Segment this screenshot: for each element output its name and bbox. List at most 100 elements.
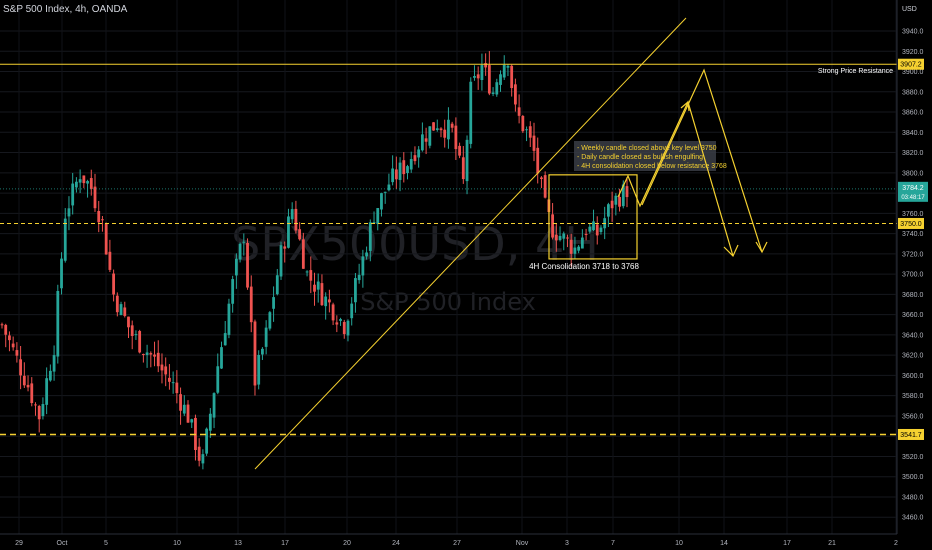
time-tick-label: 13 xyxy=(234,540,242,547)
candle-body xyxy=(595,224,599,236)
candle-body xyxy=(327,299,331,303)
price-tick-label: 3700.0 xyxy=(902,272,924,279)
candle-body xyxy=(339,319,342,321)
candle-body xyxy=(134,334,138,336)
svg-text:3750.0: 3750.0 xyxy=(900,221,922,228)
candle-body xyxy=(112,273,116,295)
time-tick-label: 3 xyxy=(565,540,569,547)
price-tick-label: 3640.0 xyxy=(902,332,924,339)
candle-body xyxy=(86,181,89,184)
candle-body xyxy=(350,303,354,319)
price-tag-key-level: 3750.0 xyxy=(898,217,924,229)
projection-arrow-1-up xyxy=(680,100,690,112)
candle-body xyxy=(298,229,302,240)
candle-body xyxy=(391,168,395,183)
candle-body xyxy=(37,405,41,420)
candle-body xyxy=(398,162,402,180)
candle-body xyxy=(208,413,212,431)
candle-body xyxy=(108,251,112,270)
candle-body xyxy=(301,239,305,269)
note-box[interactable] xyxy=(574,141,716,171)
time-tick-label: 14 xyxy=(720,540,728,547)
candle-body xyxy=(625,186,629,198)
candle-body xyxy=(562,233,566,239)
price-tick-label: 3500.0 xyxy=(902,474,924,481)
price-tick-label: 3680.0 xyxy=(902,292,924,299)
candle-body xyxy=(621,184,625,207)
time-axis-ticks[interactable]: 29 Oct 5 10 13 17 20 24 27 Nov 3 7 10 14 17 21 2 xyxy=(15,540,898,547)
candle-body xyxy=(182,404,186,414)
candle-body xyxy=(346,320,350,336)
candle-body xyxy=(0,324,4,326)
candle-body xyxy=(141,354,145,356)
candle-body xyxy=(52,355,56,372)
consolidation-box[interactable] xyxy=(548,174,638,260)
candle-body xyxy=(354,278,357,303)
trend-line[interactable] xyxy=(254,17,687,470)
note-line-2: - Daily candle closed as bullish engulfi… xyxy=(577,154,703,161)
chart-title: S&P 500 Index, 4h, OANDA xyxy=(3,4,128,15)
candle-body xyxy=(164,366,168,375)
candle-body xyxy=(521,115,525,132)
candle-body xyxy=(532,135,536,151)
candle-body xyxy=(439,128,443,131)
time-tick-label: 5 xyxy=(104,540,108,547)
candle-body xyxy=(357,274,361,281)
candle-body xyxy=(145,352,149,356)
candle-body xyxy=(253,321,257,386)
price-tick-label: 3580.0 xyxy=(902,393,924,400)
candle-body xyxy=(580,237,584,249)
candle-body xyxy=(63,218,67,261)
candle-body xyxy=(104,223,108,255)
candle-body xyxy=(275,275,279,295)
candle-body xyxy=(368,222,372,251)
projection-path-1[interactable] xyxy=(617,100,734,257)
candle-body xyxy=(335,322,339,325)
price-tick-label: 3900.0 xyxy=(902,69,924,76)
candle-body xyxy=(22,375,26,386)
candle-body xyxy=(406,166,409,174)
candle-body xyxy=(584,233,588,235)
price-axis[interactable] xyxy=(897,0,932,550)
candle-body xyxy=(223,333,227,346)
candle-body xyxy=(97,210,101,223)
price-tick-label: 3720.0 xyxy=(902,251,924,258)
candle-body xyxy=(242,241,246,243)
candle-body xyxy=(279,245,283,277)
price-tick-label: 3620.0 xyxy=(902,353,924,360)
candle-body xyxy=(469,81,473,144)
candle-body xyxy=(320,283,324,306)
candle-body xyxy=(380,193,383,210)
consolidation-label: 4H Consolidation 3718 to 3768 xyxy=(529,262,639,271)
candle-body xyxy=(67,208,71,217)
candle-body xyxy=(387,184,391,191)
candle-body xyxy=(30,383,34,404)
candle-body xyxy=(510,65,514,89)
candle-body xyxy=(19,359,23,376)
candle-body xyxy=(123,307,127,316)
projection-path-2[interactable] xyxy=(641,68,763,253)
candle-body xyxy=(420,134,424,151)
candle-body xyxy=(305,271,309,273)
price-tick-label: 3920.0 xyxy=(902,49,924,56)
candle-body xyxy=(394,169,398,180)
candle-body xyxy=(487,65,491,94)
resistance-label: Strong Price Resistance xyxy=(818,68,893,75)
candle-body xyxy=(614,195,618,205)
candle-body xyxy=(480,65,484,81)
candle-body xyxy=(220,347,223,369)
time-tick-label: 10 xyxy=(173,540,181,547)
candle-body xyxy=(45,378,49,405)
axis-currency: USD xyxy=(902,6,917,13)
time-tick-label: 20 xyxy=(343,540,351,547)
candle-body xyxy=(212,393,216,418)
time-tick-label: 24 xyxy=(392,540,400,547)
candle-body xyxy=(48,370,52,381)
candle-body xyxy=(525,129,528,131)
candle-body xyxy=(264,327,268,347)
price-tick-label: 3760.0 xyxy=(902,211,924,218)
candle-body xyxy=(234,258,238,276)
candle-body xyxy=(473,76,476,78)
candle-body xyxy=(82,175,86,184)
